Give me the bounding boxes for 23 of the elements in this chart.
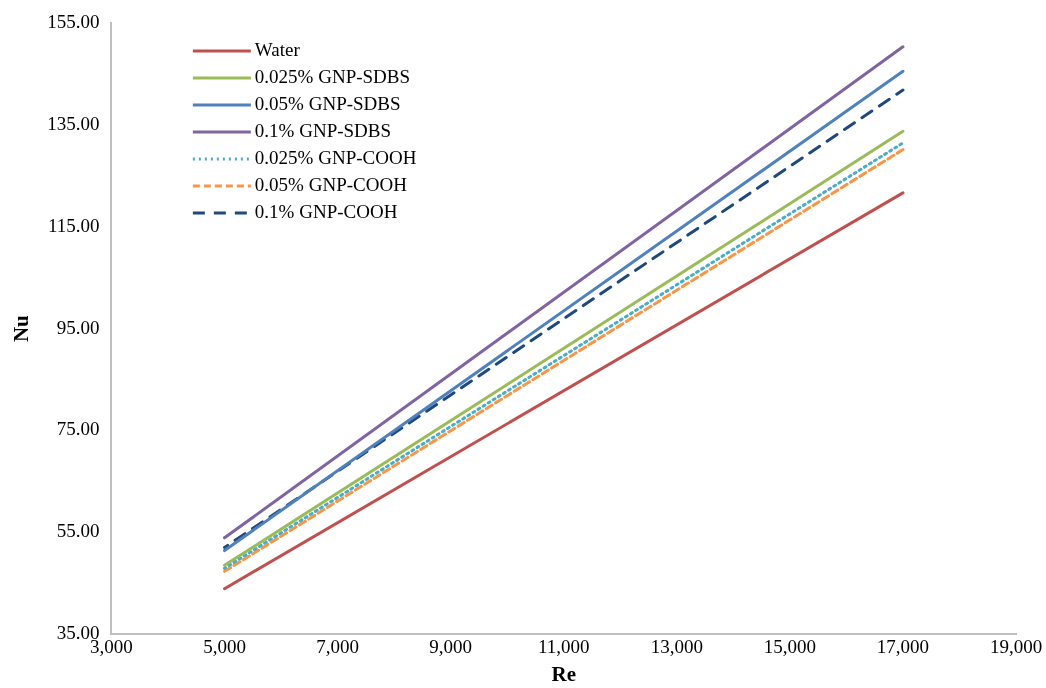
x-tick-label: 15,000 xyxy=(763,636,816,658)
y-tick-label: 155.00 xyxy=(47,11,100,33)
legend-label: 0.1% GNP-SDBS xyxy=(254,119,392,141)
legend-label: Water xyxy=(254,38,301,60)
legend-label: 0.05% GNP-COOH xyxy=(254,173,408,195)
y-tick-label: 55.00 xyxy=(56,520,100,542)
legend-label: 0.025% GNP-COOH xyxy=(254,146,417,168)
legend-label: 0.025% GNP-SDBS xyxy=(254,65,411,87)
y-tick-label: 115.00 xyxy=(47,214,100,236)
legend-label: 0.1% GNP-COOH xyxy=(254,200,398,222)
y-axis-title: Nu xyxy=(9,314,34,343)
x-tick-label: 17,000 xyxy=(876,636,930,658)
legend-label: 0.05% GNP-SDBS xyxy=(254,92,401,114)
x-axis-title: Re xyxy=(551,661,576,686)
x-tick-label: 19,000 xyxy=(989,636,1043,658)
y-tick-label: 135.00 xyxy=(47,113,100,135)
x-tick-label: 13,000 xyxy=(650,636,703,658)
y-tick-label: 75.00 xyxy=(56,418,100,440)
x-tick-label: 5,000 xyxy=(203,636,246,658)
x-tick-label: 9,000 xyxy=(429,636,473,658)
x-tick-label: 7,000 xyxy=(316,636,359,658)
y-tick-label: 95.00 xyxy=(56,316,100,338)
x-tick-label: 11,000 xyxy=(537,636,590,658)
